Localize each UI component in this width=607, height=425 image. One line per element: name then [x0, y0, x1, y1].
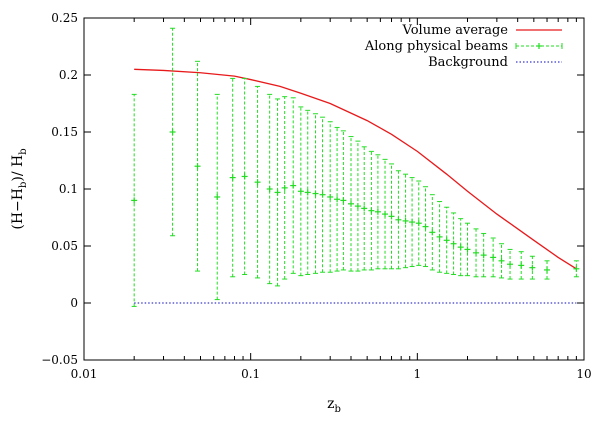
- data-point: [327, 121, 334, 273]
- legend-entry: Along physical beams: [364, 39, 563, 54]
- data-point: [241, 77, 248, 275]
- data-point: [214, 93, 221, 301]
- data-point: [297, 106, 304, 277]
- plot-frame: [83, 17, 585, 361]
- data-point: [374, 154, 381, 270]
- y-tick-label: 0.05: [51, 239, 78, 253]
- data-point: [415, 180, 422, 266]
- volume-average-line: [134, 68, 577, 270]
- data-point: [573, 260, 580, 278]
- data-point: [457, 218, 464, 277]
- data-point: [368, 150, 375, 271]
- x-tick-label: 0.1: [241, 367, 260, 381]
- data-point: [388, 163, 395, 270]
- series-along-physical-beams: [131, 27, 580, 307]
- data-point: [409, 177, 416, 268]
- x-tick-label: 0.01: [71, 367, 98, 381]
- data-point: [169, 27, 176, 237]
- plot-area: [131, 27, 580, 307]
- legend-label: Along physical beams: [364, 39, 508, 54]
- data-point: [290, 97, 297, 274]
- y-axis-label-part-2: b: [18, 182, 29, 188]
- y-axis-label: (H−Hb)/ Hb: [10, 148, 29, 229]
- data-point: [498, 243, 505, 279]
- data-point: [544, 260, 551, 280]
- y-axis-label-part-4: b: [18, 148, 29, 154]
- y-tick-label: −0.05: [41, 353, 78, 367]
- y-axis-label-part-1: (H−H: [10, 188, 26, 230]
- data-point: [450, 212, 457, 275]
- data-point: [266, 93, 273, 285]
- legend-label: Background: [428, 55, 508, 70]
- series-volume-average: [134, 68, 577, 270]
- legend-entry: Background: [428, 55, 562, 70]
- y-tick-label: 0.15: [51, 125, 78, 139]
- data-point: [429, 194, 436, 271]
- y-tick-label: 0.25: [51, 11, 78, 25]
- data-point: [254, 85, 261, 279]
- data-point: [464, 222, 471, 277]
- data-point: [518, 251, 525, 280]
- data-point: [436, 201, 443, 273]
- data-point: [382, 158, 389, 270]
- data-point: [402, 173, 409, 269]
- y-tick-label: 0.1: [59, 182, 78, 196]
- data-point: [354, 140, 361, 272]
- data-point: [281, 96, 288, 280]
- data-point: [274, 98, 281, 287]
- legend-label: Volume average: [402, 23, 509, 38]
- data-point: [529, 255, 536, 280]
- data-point: [422, 186, 429, 268]
- x-tick-label: 1: [414, 367, 422, 381]
- legend-entry: Volume average: [402, 23, 562, 38]
- data-point: [490, 237, 497, 278]
- data-point: [340, 130, 347, 271]
- data-point: [507, 248, 514, 280]
- y-tick-label: 0.2: [59, 68, 78, 82]
- x-axis-label-subscript: b: [334, 404, 340, 415]
- axes: −0.05 0 0.05 0.1 0.15 0.2 0.25 0.01 0.1 1 10: [41, 11, 591, 381]
- data-point: [361, 146, 368, 271]
- data-point: [312, 113, 319, 274]
- data-point: [473, 228, 480, 278]
- data-point: [319, 116, 326, 273]
- y-axis-label-part-3: )/ H: [10, 155, 26, 182]
- y-tick-label: 0: [70, 296, 78, 310]
- data-point: [131, 93, 138, 307]
- data-point: [443, 206, 450, 274]
- data-point: [348, 136, 355, 272]
- data-point: [395, 170, 402, 270]
- x-axis-label-main: z: [327, 396, 334, 412]
- x-axis-label: zb: [327, 396, 341, 415]
- x-tick-label: 10: [576, 367, 591, 381]
- data-point: [334, 126, 341, 272]
- data-point: [480, 232, 487, 278]
- data-point: [229, 77, 236, 278]
- data-point: [304, 109, 311, 275]
- data-point: [194, 60, 201, 272]
